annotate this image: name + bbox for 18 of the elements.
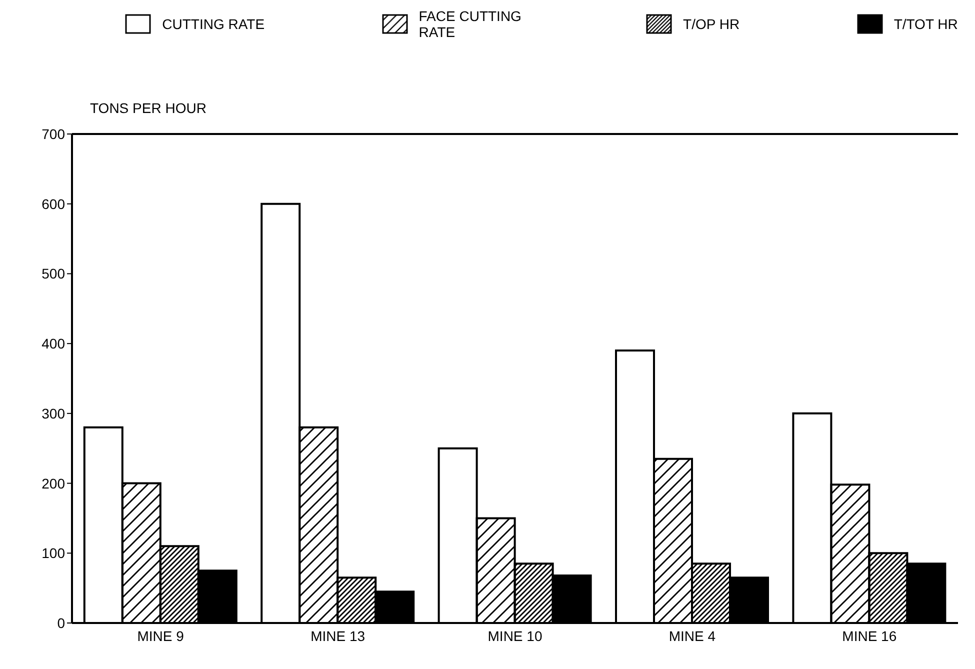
y-tick-label: 700 — [42, 126, 66, 142]
x-tick-label: MINE 9 — [137, 628, 184, 644]
y-tick-label: 200 — [42, 475, 66, 492]
legend-label: T/OP HR — [683, 16, 740, 32]
y-tick-label: 300 — [42, 405, 66, 422]
x-tick-label: MINE 10 — [488, 628, 542, 644]
x-tick-label: MINE 13 — [310, 628, 366, 644]
y-tick-label: 0 — [57, 614, 66, 631]
y-axis-title: TONS PER HOUR — [90, 100, 206, 116]
y-tick-label: 600 — [42, 196, 66, 212]
x-tick-label: MINE 4 — [668, 628, 716, 644]
x-tick-label: MINE 16 — [842, 628, 897, 644]
y-tick-label: 100 — [42, 545, 66, 562]
legend-label: FACE CUTTING RATE — [418, 8, 522, 40]
y-tick-label: 500 — [42, 266, 66, 282]
legend-label: CUTTING RATE — [162, 16, 265, 32]
y-tick-label: 400 — [42, 336, 66, 352]
legend-label: T/TOT HR — [894, 16, 958, 32]
